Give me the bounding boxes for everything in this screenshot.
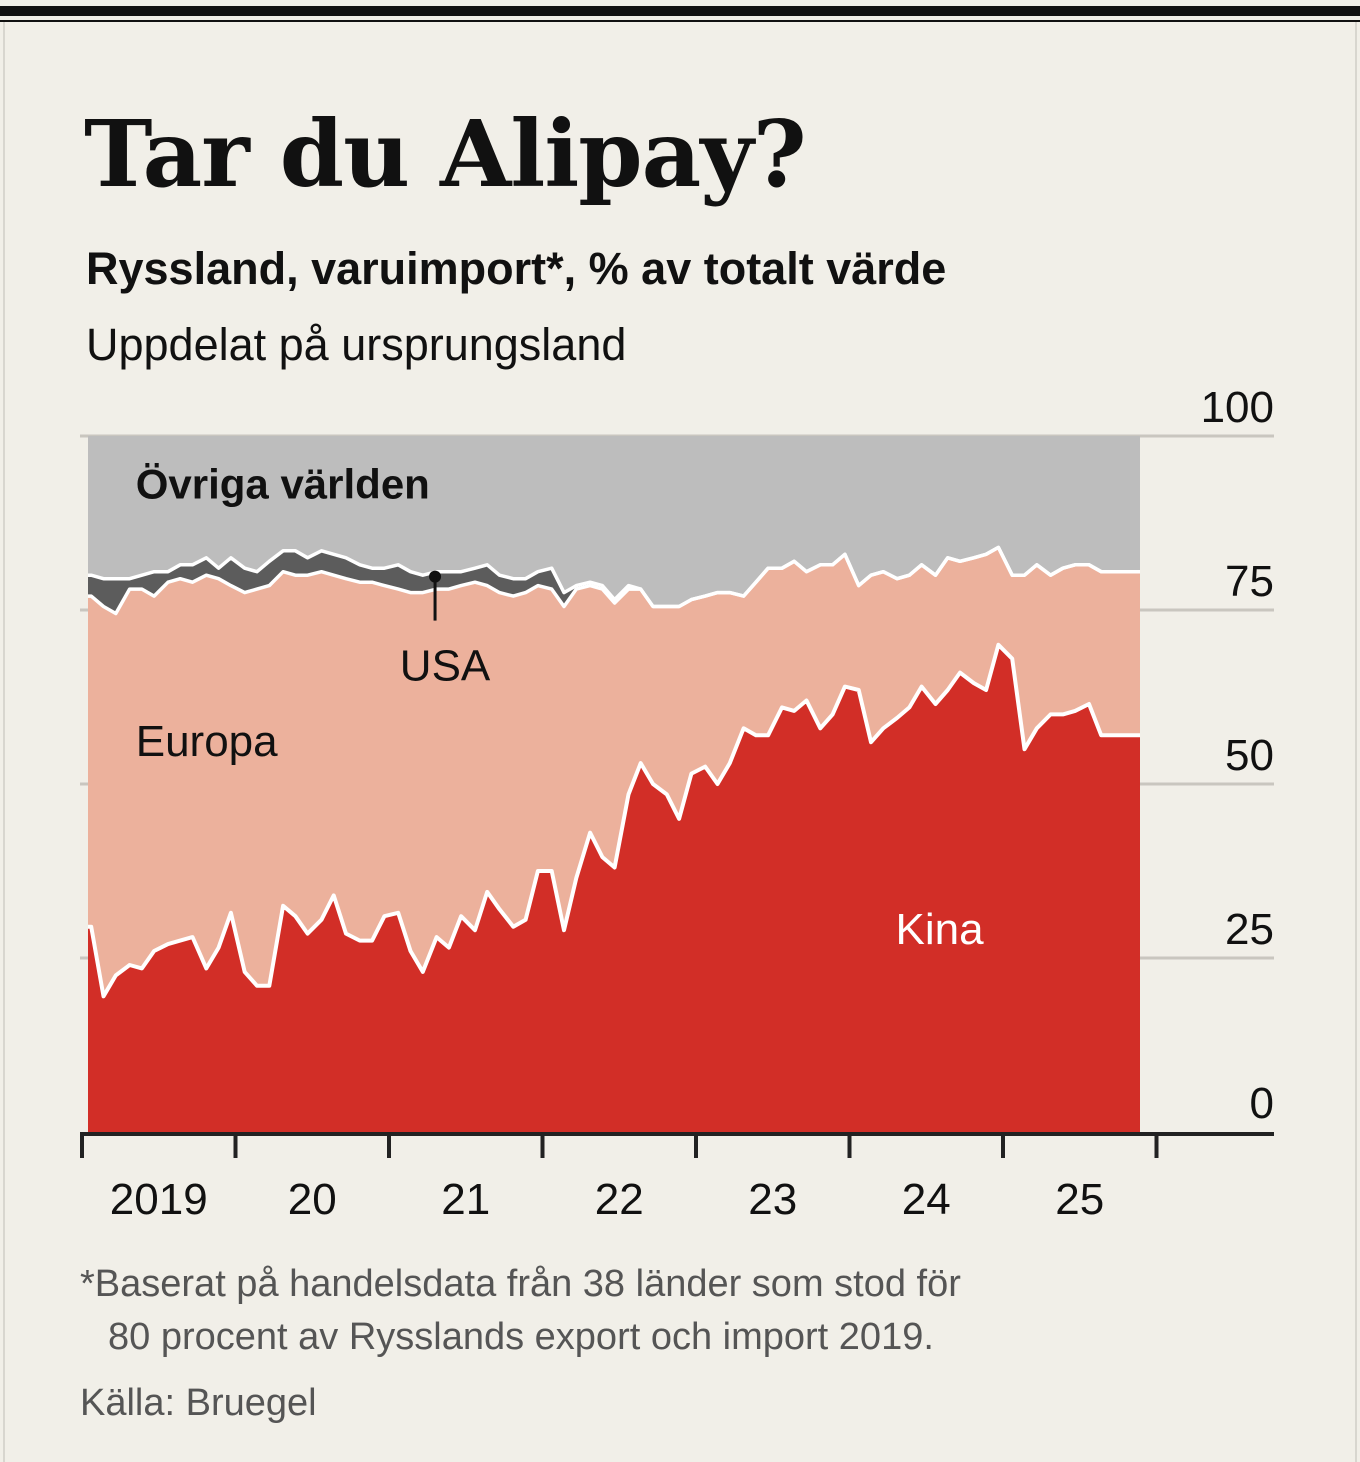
top-rule <box>0 6 1360 16</box>
y-tick-label-25: 25 <box>1225 905 1274 954</box>
y-tick-label-100: 100 <box>1201 383 1274 432</box>
x-tick-label-23: 23 <box>748 1175 797 1224</box>
chart-subtitle-secondary: Uppdelat på ursprungsland <box>86 319 627 370</box>
x-tick-label-24: 24 <box>902 1175 951 1224</box>
top-rule-thin <box>0 20 1360 22</box>
area-europa <box>88 547 1140 997</box>
line-usa-top <box>88 545 1140 609</box>
x-tick-label-20: 20 <box>288 1175 337 1224</box>
frame-left <box>3 22 5 1462</box>
y-tick-label-50: 50 <box>1225 731 1274 780</box>
line-kina-top <box>88 642 1140 999</box>
x-tick-label-22: 22 <box>595 1175 644 1224</box>
x-tick-label-25: 25 <box>1055 1175 1104 1224</box>
area-ovriga-varlden <box>88 436 1140 607</box>
area-kina <box>88 644 1140 1132</box>
label-ovriga-varlden: Övriga världen <box>136 461 430 508</box>
area-usa <box>88 547 1140 614</box>
frame-right <box>1355 22 1357 1462</box>
chart-subtitle: Ryssland, varuimport*, % av totalt värde <box>86 243 947 294</box>
x-tick-label-2019: 2019 <box>110 1175 208 1224</box>
y-tick-label-0: 0 <box>1250 1079 1274 1128</box>
label-europa: Europa <box>136 717 278 766</box>
x-tick-label-21: 21 <box>441 1175 490 1224</box>
y-tick-label-75: 75 <box>1225 557 1274 606</box>
stacked-area-chart: 0 25 50 75 100 2019 20 21 22 23 24 25 Övriga världen… <box>80 383 1274 1224</box>
label-usa: USA <box>400 642 491 691</box>
footnote: *Baserat på handelsdata från 38 länder s… <box>80 1258 961 1364</box>
footnote-line-2: 80 procent av Rysslands export och impor… <box>108 1316 934 1359</box>
footnote-line-1: *Baserat på handelsdata från 38 länder s… <box>80 1263 961 1305</box>
label-kina: Kina <box>896 905 985 954</box>
source-credit: Källa: Bruegel <box>80 1382 317 1424</box>
chart-title: Tar du Alipay? <box>84 100 807 208</box>
